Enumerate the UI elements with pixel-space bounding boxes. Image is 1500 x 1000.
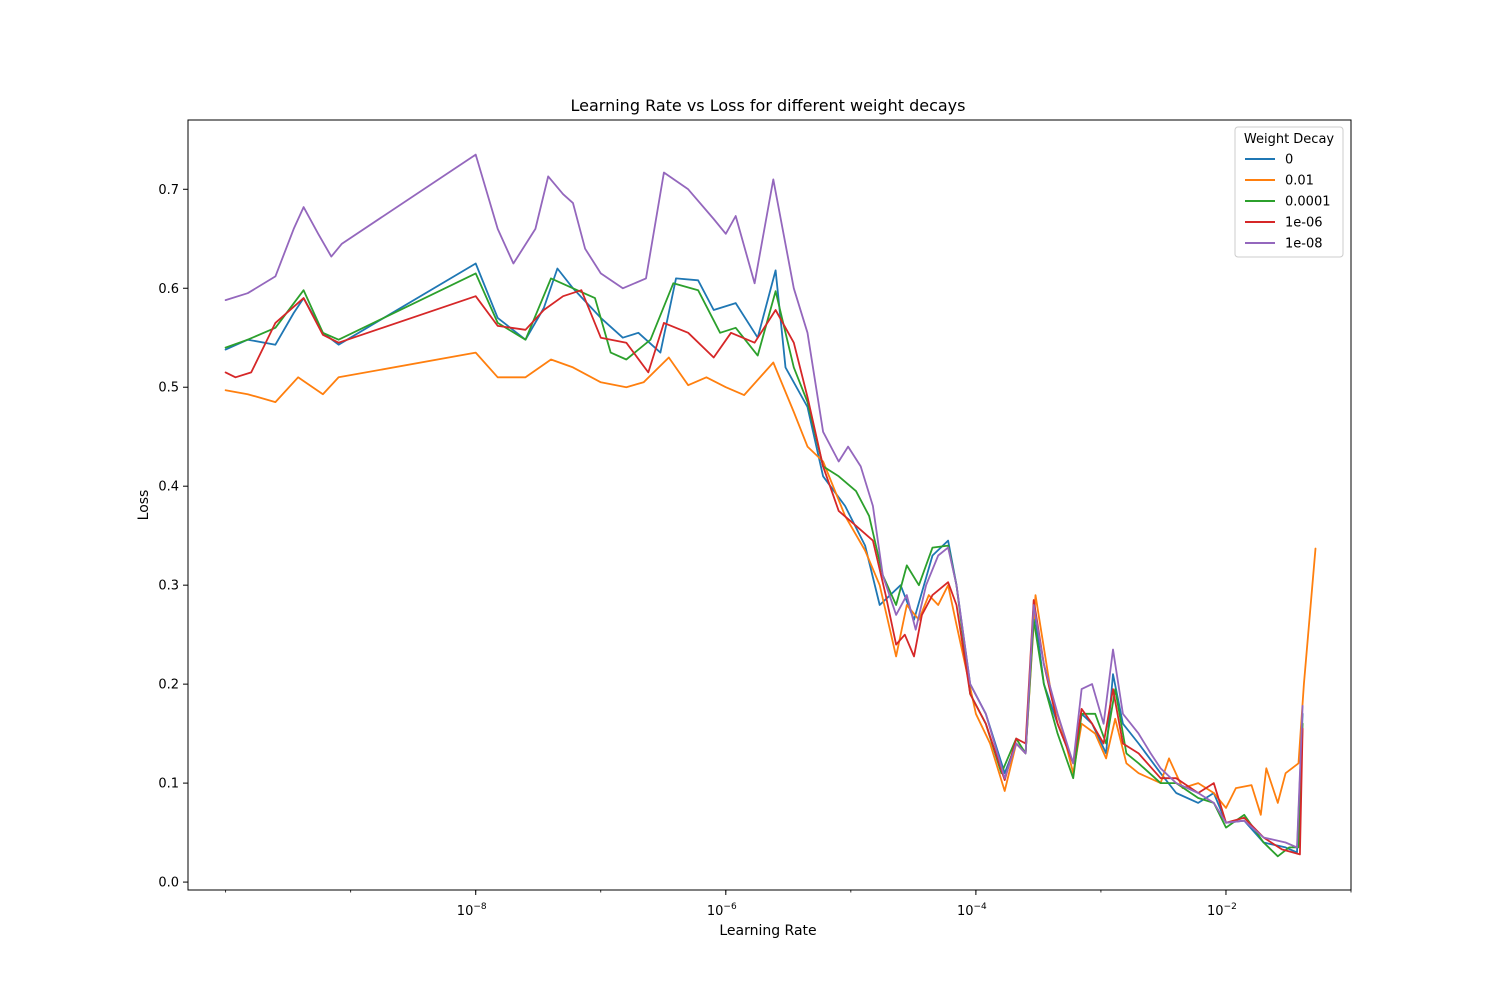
x-tick-base: 10 [707, 904, 724, 919]
y-axis-ticks: 0.0 0.1 0.2 0.3 0.4 0.5 0.6 0.7 [158, 183, 188, 891]
legend-items: 0 0.01 0.0001 1e-06 1e-08 [1245, 153, 1331, 252]
y-tick-label: 0.7 [158, 183, 179, 198]
series-line-0-01 [224, 351, 1317, 816]
y-axis-label: Loss [136, 490, 152, 521]
series-line-0-0001 [224, 272, 1304, 858]
x-tick-label: 10−8 [457, 902, 487, 919]
chart-title: Learning Rate vs Loss for different weig… [571, 96, 966, 115]
x-tick-label: 10−2 [1207, 902, 1237, 919]
legend-title: Weight Decay [1244, 132, 1335, 147]
y-tick-label: 0.1 [158, 777, 179, 792]
x-tick-exponent: −6 [723, 902, 737, 912]
legend-label: 1e-06 [1285, 216, 1323, 231]
plot-frame [187, 119, 1352, 891]
legend-label: 0.01 [1285, 174, 1314, 189]
x-tick-exponent: −4 [974, 902, 988, 912]
series-line-1e-08 [224, 153, 1304, 849]
x-tick-label: 10−6 [707, 902, 737, 919]
y-tick-label: 0.2 [158, 678, 179, 693]
y-tick-label: 0.4 [158, 480, 179, 495]
y-tick-label: 0.0 [158, 876, 179, 891]
x-tick-label: 10−4 [957, 902, 987, 919]
x-tick-base: 10 [457, 904, 474, 919]
y-tick-label: 0.6 [158, 282, 179, 297]
series-line-1e-06 [224, 289, 1304, 856]
x-tick-exponent: −8 [473, 902, 487, 912]
y-tick-label: 0.5 [158, 381, 179, 396]
legend-label: 0 [1285, 153, 1293, 168]
x-axis-ticks: 10−8 10−6 10−4 10−2 [225, 890, 1352, 919]
x-tick-base: 10 [1207, 904, 1224, 919]
y-tick-label: 0.3 [158, 579, 179, 594]
series-lines [224, 153, 1317, 858]
legend: Weight Decay 0 0.01 0.0001 1e-06 1e-08 [1234, 126, 1344, 258]
x-tick-exponent: −2 [1224, 902, 1237, 912]
legend-label: 0.0001 [1285, 195, 1331, 210]
x-axis-label: Learning Rate [719, 923, 816, 939]
x-tick-base: 10 [957, 904, 974, 919]
legend-label: 1e-08 [1285, 237, 1323, 252]
